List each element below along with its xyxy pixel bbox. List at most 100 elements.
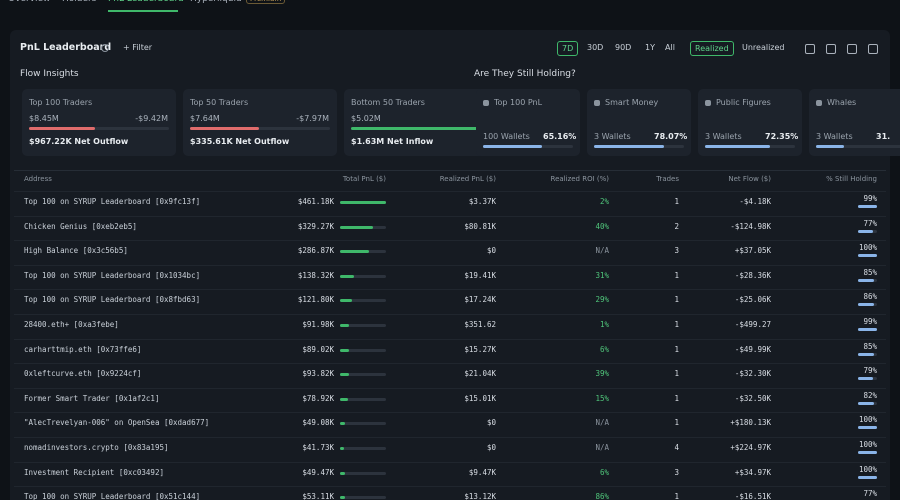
holding-card: Smart Money 3 Wallets 78.07%	[587, 89, 691, 156]
realized-pnl: $19.41K	[464, 270, 496, 280]
toolbar-icon[interactable]	[847, 44, 857, 54]
inflow: $7.64M	[190, 114, 220, 123]
column-header[interactable]: Realized ROI (%)	[550, 175, 609, 183]
mode-button[interactable]: Unrealized	[742, 43, 785, 52]
net-flow: +$224.97K	[730, 443, 771, 452]
address[interactable]: Chicken Genius [0xeb2eb5]	[24, 221, 137, 231]
address[interactable]: Top 100 on SYRUP Leaderboard [0x8fbd63]	[24, 295, 201, 305]
column-header[interactable]: Trades	[656, 175, 679, 183]
realized-roi: N/A	[595, 443, 609, 452]
realized-roi: N/A	[595, 246, 609, 256]
realized-pnl: $15.01K	[464, 393, 496, 403]
nav-tab[interactable]: Overview	[8, 0, 50, 4]
pnl-bar-track	[340, 422, 386, 426]
holding-bar	[858, 352, 875, 356]
pnl-bar-track	[340, 201, 386, 204]
card-icon	[816, 100, 822, 106]
flow-bar	[351, 127, 491, 130]
holding-bar-track	[858, 475, 877, 479]
address[interactable]: Top 100 on SYRUP Leaderboard [0x51c144]	[24, 492, 201, 500]
realized-pnl: $9.47K	[468, 467, 496, 477]
toolbar-icon[interactable]	[805, 44, 815, 54]
trades: 3	[674, 246, 679, 256]
pnl-bar	[340, 348, 349, 352]
net-flow: -$32.30K	[734, 369, 771, 379]
nav-tab[interactable]: Hyperliquid	[190, 0, 242, 4]
pnl-bar-track	[340, 348, 386, 352]
card-title: Top 100 Traders	[29, 98, 93, 107]
flow-bar-track	[351, 127, 491, 130]
row-divider	[14, 191, 886, 192]
pnl-bar	[340, 225, 373, 229]
address[interactable]: 28400.eth+ [0xa3febe]	[24, 320, 119, 329]
address[interactable]: High Balance [0x3c56b5]	[24, 246, 128, 256]
flow-bar-track	[29, 127, 169, 130]
nav-tab[interactable]: Holders	[62, 0, 96, 4]
total-pnl: $286.87K	[297, 246, 334, 256]
flow-card: Bottom 50 Traders $5.02M $1.63M Net Inflow	[344, 89, 498, 156]
realized-pnl: $351.62	[464, 320, 496, 329]
row-divider	[14, 338, 886, 340]
period-button[interactable]: 7D	[557, 41, 579, 56]
trades: 2	[674, 221, 679, 231]
total-pnl: $49.08K	[302, 418, 334, 428]
still-holding: 86%	[863, 292, 877, 302]
period-button[interactable]: 90D	[615, 43, 632, 52]
toolbar-icon[interactable]	[826, 44, 836, 54]
card-title: Smart Money	[605, 98, 659, 107]
pnl-bar	[340, 496, 346, 500]
period-button[interactable]: 30D	[587, 43, 604, 52]
address[interactable]: nomadinvestors.crypto [0x83a195]	[24, 443, 169, 452]
total-pnl: $121.80K	[297, 295, 334, 305]
holding-bar	[858, 303, 875, 307]
column-header[interactable]: Net Flow ($)	[728, 175, 771, 183]
address[interactable]: Investment Recipient [0xc03492]	[24, 467, 164, 477]
net-flow: +$34.97K	[734, 467, 771, 477]
net-flow: $335.61K Net Outflow	[190, 137, 290, 146]
period-button[interactable]: All	[665, 43, 675, 52]
column-header[interactable]: Total PnL ($)	[342, 175, 386, 183]
realized-roi: 39%	[595, 369, 609, 379]
toolbar-icon[interactable]	[868, 44, 878, 54]
mode-button[interactable]: Realized	[690, 41, 734, 56]
holding-bar	[705, 145, 771, 148]
address[interactable]: carharttmip.eth [0x73ffe6]	[24, 344, 142, 354]
pnl-bar	[340, 447, 345, 450]
realized-roi: 6%	[599, 344, 609, 354]
flow-bar	[190, 127, 259, 130]
pnl-bar	[340, 373, 350, 377]
filter-button[interactable]: + Filter	[123, 43, 153, 52]
realized-roi: 2%	[599, 197, 609, 206]
holding-bar-track	[858, 303, 877, 307]
still-holding: 79%	[863, 366, 877, 376]
nav-tab[interactable]: PnL Leaderboard	[108, 0, 184, 4]
net-flow: -$16.51K	[734, 492, 771, 500]
row-divider	[14, 437, 886, 438]
column-header[interactable]: Realized PnL ($)	[439, 175, 496, 183]
address[interactable]: "AlecTrevelyan-006" on OpenSea [0xdad677…	[24, 418, 210, 428]
address[interactable]: Top 100 on SYRUP Leaderboard [0x1034bc]	[24, 270, 201, 280]
net-flow: -$49.99K	[734, 344, 771, 354]
holding-bar	[858, 426, 877, 430]
holding-card: Whales 3 Wallets 31.	[809, 89, 900, 156]
period-button[interactable]: 1Y	[645, 43, 655, 52]
card-title: Bottom 50 Traders	[351, 98, 425, 107]
total-pnl: $329.27K	[297, 221, 334, 231]
realized-roi: 15%	[595, 393, 609, 403]
pnl-bar	[340, 397, 348, 401]
realized-roi: N/A	[595, 418, 609, 428]
row-divider	[14, 240, 886, 242]
address[interactable]: Former Smart Trader [0x1af2c1]	[24, 393, 160, 403]
active-tab-underline	[108, 10, 178, 12]
column-header[interactable]: % Still Holding	[826, 175, 877, 183]
pnl-bar	[340, 201, 386, 204]
card-title: Top 50 Traders	[190, 98, 249, 107]
total-pnl: $138.32K	[297, 270, 334, 280]
holding-bar	[816, 145, 844, 148]
address[interactable]: 0xleftcurve.eth [0x9224cf]	[24, 369, 142, 379]
flow-bar	[29, 127, 96, 130]
total-pnl: $41.73K	[302, 443, 334, 452]
trades: 4	[674, 443, 679, 452]
address[interactable]: Top 100 on SYRUP Leaderboard [0x9fc13f]	[24, 197, 201, 206]
card-title: Top 100 PnL	[494, 98, 543, 107]
